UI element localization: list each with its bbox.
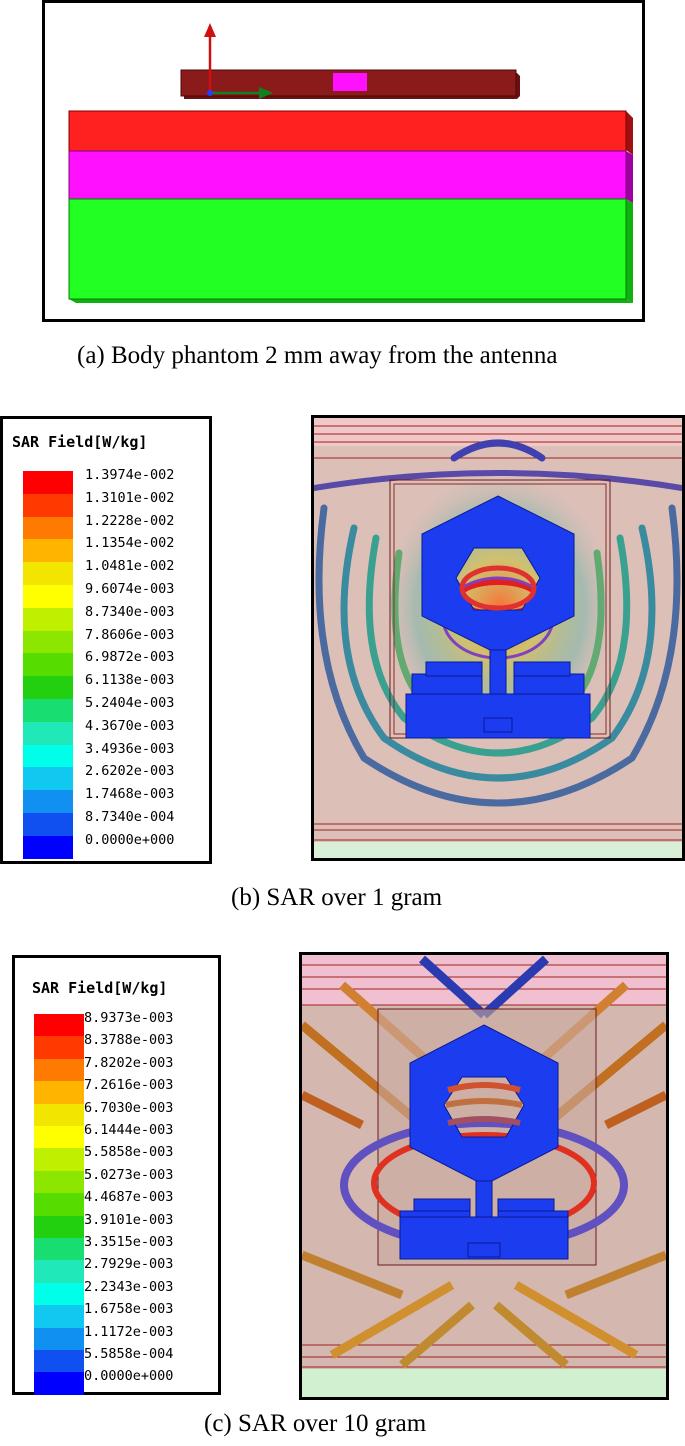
legend-swatch <box>23 471 73 495</box>
legend-value: 1.1354e-002 <box>85 535 175 552</box>
legend-swatch <box>34 1260 84 1284</box>
fat-layer <box>68 150 627 200</box>
legend-value: 1.7468e-003 <box>85 786 175 803</box>
sar-1g-field-plot <box>314 418 682 858</box>
legend-swatch <box>34 1327 84 1351</box>
legend-value: 2.2343e-003 <box>84 1278 174 1295</box>
legend-swatch <box>23 493 73 518</box>
legend-10g: SAR Field[W/kg] 8.9373e-003 8.3788e-003 7.… <box>12 955 221 1396</box>
legend-swatch <box>34 1036 84 1060</box>
caption-b: (b) SAR over 1 gram <box>231 884 443 911</box>
legend-10g-title: SAR Field[W/kg] <box>32 979 168 997</box>
legend-swatch <box>23 744 73 768</box>
legend-swatch <box>23 835 73 860</box>
legend-value: 8.3788e-003 <box>84 1032 174 1049</box>
legend-value: 3.4936e-003 <box>85 740 175 757</box>
legend-value: 1.1172e-003 <box>84 1323 174 1340</box>
legend-swatch <box>23 562 73 586</box>
legend-swatch <box>34 1372 84 1396</box>
legend-swatch <box>34 1238 84 1261</box>
sar-1g-panel <box>311 415 685 861</box>
legend-value: 4.4687e-003 <box>84 1189 174 1206</box>
legend-swatch <box>23 516 73 540</box>
legend-swatch <box>34 1282 84 1306</box>
legend-swatch <box>23 630 73 654</box>
legend-swatch <box>34 1215 84 1239</box>
legend-value: 5.5858e-003 <box>84 1144 174 1161</box>
legend-swatch <box>23 813 73 837</box>
skin-layer <box>68 110 627 152</box>
legend-value: 5.5858e-004 <box>84 1346 174 1362</box>
legend-value: 9.6074e-003 <box>85 581 175 597</box>
legend-value: 5.2404e-003 <box>85 695 175 711</box>
legend-value: 7.2616e-003 <box>84 1077 174 1094</box>
legend-value: 1.3101e-002 <box>85 489 175 506</box>
legend-value: 7.8202e-003 <box>84 1054 174 1071</box>
legend-swatch <box>34 1103 84 1127</box>
legend-value: 6.9872e-003 <box>85 649 175 666</box>
legend-value: 5.0273e-003 <box>84 1166 174 1183</box>
origin-dot <box>207 90 213 96</box>
legend-swatch <box>34 1081 84 1105</box>
legend-1g: SAR Field[W/kg] 1.3974e-002 1.3101e-002 1.… <box>0 416 212 864</box>
antenna-10g <box>399 1024 569 1260</box>
legend-value: 0.0000e+000 <box>85 831 175 848</box>
legend-value: 1.0481e-002 <box>85 558 175 575</box>
legend-value: 6.7030e-003 <box>84 1099 174 1116</box>
legend-value: 3.3515e-003 <box>84 1234 174 1250</box>
legend-value: 8.7340e-004 <box>85 809 175 825</box>
legend-swatch <box>23 699 73 723</box>
legend-swatch <box>23 607 73 632</box>
legend-swatch <box>23 767 73 791</box>
phantom-panel <box>42 0 645 322</box>
legend-1g-title: SAR Field[W/kg] <box>12 433 148 451</box>
legend-swatch <box>23 676 73 700</box>
legend-swatch <box>34 1305 84 1329</box>
legend-swatch <box>23 721 73 746</box>
legend-value: 2.7929e-003 <box>84 1256 174 1273</box>
legend-value: 4.3670e-003 <box>85 717 175 734</box>
legend-swatch <box>23 653 73 677</box>
sar-10g-field-plot <box>302 955 666 1397</box>
feed-port <box>333 73 367 91</box>
legend-swatch <box>23 539 73 563</box>
legend-swatch <box>34 1193 84 1217</box>
legend-value: 8.7340e-003 <box>85 603 175 620</box>
legend-value: 0.0000e+000 <box>84 1368 174 1385</box>
legend-swatch <box>34 1170 84 1194</box>
legend-value: 1.3974e-002 <box>85 467 175 483</box>
legend-swatch <box>23 790 73 814</box>
legend-value: 8.9373e-003 <box>84 1010 174 1026</box>
phantom-drawing <box>68 23 633 303</box>
caption-a: (a) Body phantom 2 mm away from the ante… <box>77 342 558 369</box>
legend-swatch <box>34 1058 84 1082</box>
legend-value: 1.2228e-002 <box>85 512 175 529</box>
sar-10g-panel <box>299 952 669 1400</box>
muscle-layer <box>68 198 627 300</box>
legend-value: 6.1444e-003 <box>84 1122 174 1138</box>
legend-value: 3.9101e-003 <box>84 1211 174 1228</box>
caption-c: (c) SAR over 10 gram <box>204 1410 427 1437</box>
legend-swatch <box>34 1148 84 1172</box>
legend-swatch <box>23 585 73 609</box>
legend-swatch <box>34 1014 84 1037</box>
legend-swatch <box>34 1350 84 1373</box>
legend-value: 6.1138e-003 <box>85 672 175 689</box>
legend-value: 7.8606e-003 <box>85 626 175 643</box>
legend-value: 1.6758e-003 <box>84 1301 174 1318</box>
legend-value: 2.6202e-003 <box>85 763 175 780</box>
legend-swatch <box>34 1126 84 1149</box>
antenna-1g <box>405 495 591 739</box>
